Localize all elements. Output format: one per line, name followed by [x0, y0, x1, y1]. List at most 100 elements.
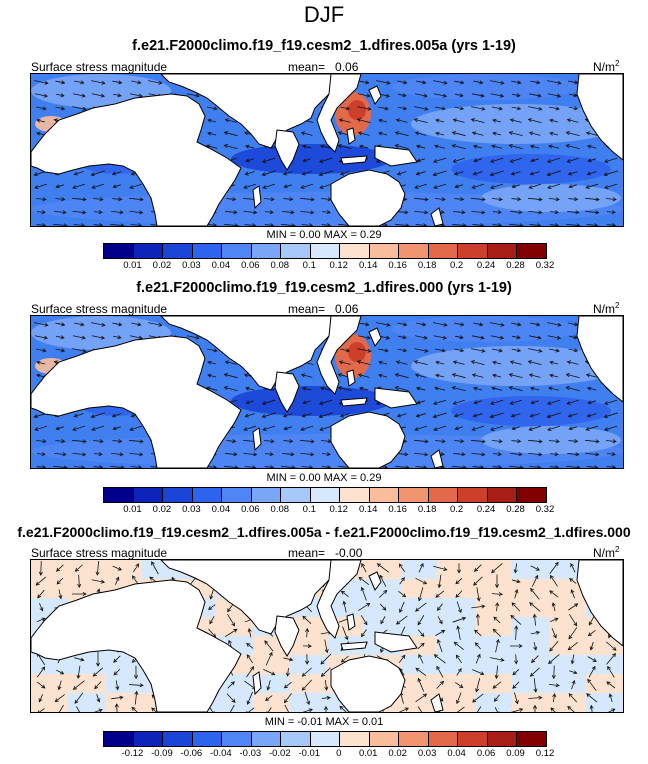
colorbar-tick-label: 0.2: [449, 260, 464, 271]
colorbar-box: [458, 488, 488, 502]
colorbar-tick-label: 0.03: [182, 260, 201, 271]
panel-3-mean-label: mean= -0.00: [288, 546, 363, 560]
colorbar-tick-label: 0.32: [535, 504, 555, 515]
panel-2-mean-label: mean= 0.06: [288, 302, 359, 316]
panel-2-colorbar: [103, 487, 547, 503]
colorbar-box: [192, 732, 223, 746]
colorbar-tick-label: 0.1: [302, 504, 316, 515]
colorbar-tick-label: 0.28: [506, 260, 525, 271]
colorbar-tick-label: 0.24: [476, 504, 496, 515]
colorbar-tick-label: 0.01: [358, 748, 378, 759]
colorbar-tick-label: -0.02: [268, 748, 291, 759]
colorbar-box: [458, 244, 488, 258]
colorbar-box: [192, 244, 223, 258]
colorbar-box: [163, 732, 193, 746]
colorbar-box: [163, 244, 193, 258]
colorbar-box: [251, 732, 282, 746]
colorbar-box: [340, 488, 370, 502]
colorbar-box: [487, 244, 518, 258]
colorbar-box: [428, 244, 459, 258]
colorbar-tick-label: 0.01: [123, 260, 142, 271]
colorbar-box: [281, 732, 311, 746]
colorbar-tick-label: -0.01: [298, 748, 321, 759]
colorbar-tick-label: 0.03: [182, 504, 201, 515]
panel-3-mean-value: -0.00: [335, 546, 363, 560]
panel-3-title: f.e21.F2000climo.f19_f19.cesm2_1.dfires.…: [17, 524, 631, 540]
panel-1-variable-label: Surface stress magnitude: [31, 60, 168, 74]
panel-2-units: N/m2: [593, 301, 620, 316]
colorbar-box: [369, 488, 400, 502]
colorbar-box: [251, 244, 282, 258]
colorbar-box: [222, 244, 252, 258]
colorbar-tick-label: 0.16: [388, 504, 407, 515]
panel-3-variable-label: Surface stress magnitude: [31, 546, 168, 560]
colorbar-tick-label: -0.04: [210, 748, 232, 759]
colorbar-box: [517, 732, 546, 746]
colorbar-tick-label: 0.08: [270, 260, 290, 271]
colorbar-box: [340, 732, 370, 746]
colorbar-box: [192, 488, 223, 502]
panel-1-units: N/m2: [593, 59, 620, 74]
panel-3-map-svg: [31, 560, 623, 712]
figure-title: DJF: [303, 2, 345, 27]
colorbar-box: [487, 488, 518, 502]
colorbar-box: [133, 488, 164, 502]
colorbar-box: [399, 488, 429, 502]
colorbar-box: [133, 732, 164, 746]
colorbar-box: [428, 488, 459, 502]
colorbar-box: [104, 244, 134, 258]
panel-2-map-svg: [31, 316, 623, 468]
colorbar-tick-label: 0.28: [506, 504, 525, 515]
colorbar-box: [340, 244, 370, 258]
colorbar-tick-label: 0.14: [358, 260, 378, 271]
panel-3-colorbar: [103, 731, 547, 747]
colorbar-tick-label: 0.06: [241, 504, 260, 515]
colorbar-tick-label: 0.06: [241, 260, 260, 271]
colorbar-box: [310, 488, 341, 502]
colorbar-tick-label: 0.1: [302, 260, 316, 271]
colorbar-box: [458, 732, 488, 746]
panel-3-map: [30, 559, 624, 713]
colorbar-tick-label: 0.12: [535, 748, 555, 759]
colorbar-box: [399, 244, 429, 258]
colorbar-tick-label: 0.12: [329, 504, 348, 515]
panel-1-mean-value: 0.06: [335, 60, 359, 74]
colorbar-box: [369, 244, 400, 258]
panel-1-minmax: MIN = 0.00 MAX = 0.29: [266, 229, 382, 241]
colorbar-tick-label: 0.03: [417, 748, 437, 759]
colorbar-box: [281, 244, 311, 258]
colorbar-box: [517, 244, 546, 258]
colorbar-tick-label: 0.06: [476, 748, 496, 759]
colorbar-tick-label: 0.09: [506, 748, 525, 759]
colorbar-tick-label: 0.2: [449, 504, 464, 515]
colorbar-tick-label: -0.06: [180, 748, 203, 759]
colorbar-box: [104, 488, 134, 502]
colorbar-tick-label: -0.03: [239, 748, 262, 759]
colorbar-tick-label: 0.12: [329, 260, 348, 271]
colorbar-box: [369, 732, 400, 746]
colorbar-box: [310, 732, 341, 746]
panel-1-map: [30, 73, 624, 227]
colorbar-box: [133, 244, 164, 258]
panel-1-mean-label: mean= 0.06: [288, 60, 359, 74]
panel-2-minmax: MIN = 0.00 MAX = 0.29: [266, 472, 382, 484]
panel-2-map: [30, 315, 624, 469]
panel-2-title: f.e21.F2000climo.f19_f19.cesm2_1.dfires.…: [136, 280, 512, 296]
colorbar-box: [517, 488, 546, 502]
colorbar-tick-label: 0.04: [211, 260, 231, 271]
colorbar-tick-label: 0.02: [152, 260, 172, 271]
colorbar-tick-label: 0.02: [388, 748, 407, 759]
land-mask: [31, 560, 623, 712]
colorbar-tick-label: -0.09: [151, 748, 173, 759]
panel-2-mean-value: 0.06: [335, 302, 359, 316]
colorbar-tick-label: 0.24: [476, 260, 496, 271]
colorbar-box: [222, 488, 252, 502]
panel-1-title: f.e21.F2000climo.f19_f19.cesm2_1.dfires.…: [132, 38, 516, 54]
colorbar-tick-label: -0.12: [121, 748, 144, 759]
land-mask: [31, 74, 623, 226]
colorbar-box: [428, 732, 459, 746]
panel-3-units: N/m2: [593, 545, 620, 560]
colorbar-tick-label: 0.32: [535, 260, 555, 271]
colorbar-tick-label: 0.04: [447, 748, 466, 759]
colorbar-tick-label: 0.08: [270, 504, 290, 515]
